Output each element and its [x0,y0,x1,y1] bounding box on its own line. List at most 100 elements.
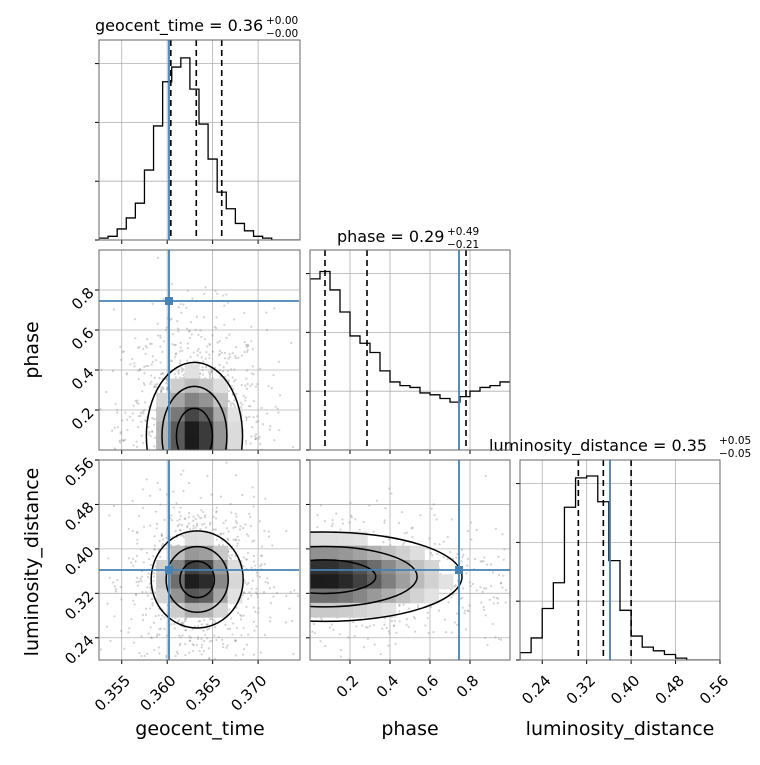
sample-phase_vs_geocent_time [148,431,151,434]
density-cell-luminosity_distance_vs_geocent_time [184,588,200,604]
sample-phase_vs_geocent_time [191,297,194,300]
sample-luminosity_distance_vs_phase [468,604,471,607]
sample-luminosity_distance_vs_geocent_time [141,591,144,594]
sample-luminosity_distance_vs_phase [260,560,262,562]
sample-luminosity_distance_vs_geocent_time [160,544,163,547]
sample-luminosity_distance_vs_geocent_time [200,637,203,641]
sample-luminosity_distance_vs_phase [464,628,468,631]
xtick-label-phase-1: 0.4 [373,672,403,702]
sample-phase_vs_geocent_time [153,423,156,426]
sample-phase_vs_geocent_time [232,318,236,321]
sample-luminosity_distance_vs_phase [503,548,506,551]
sample-luminosity_distance_vs_phase [285,607,287,609]
sample-luminosity_distance_vs_geocent_time [203,522,206,526]
sample-phase_vs_geocent_time [223,351,227,354]
sample-phase_vs_geocent_time [243,341,246,344]
sample-luminosity_distance_vs_geocent_time [210,493,213,496]
sample-phase_vs_geocent_time [136,346,140,349]
sample-luminosity_distance_vs_phase [247,542,249,544]
sample-phase_vs_geocent_time [229,402,232,405]
sample-luminosity_distance_vs_geocent_time [160,533,163,536]
sample-phase_vs_geocent_time [137,402,140,405]
sample-luminosity_distance_vs_phase [328,626,331,629]
sample-luminosity_distance_vs_phase [231,550,233,552]
sample-luminosity_distance_vs_geocent_time [235,515,238,518]
sample-phase_vs_geocent_time [161,350,164,354]
density-cell-phase_vs_geocent_time [199,421,214,437]
sample-luminosity_distance_vs_geocent_time [107,557,110,560]
sample-phase_vs_geocent_time [165,326,168,329]
sample-phase_vs_geocent_time [150,430,154,433]
sample-luminosity_distance_vs_phase [352,621,355,624]
sample-phase_vs_geocent_time [173,373,177,376]
sample-luminosity_distance_vs_phase [265,615,267,617]
sample-luminosity_distance_vs_geocent_time [251,486,254,489]
sample-luminosity_distance_vs_phase [265,542,267,544]
sample-luminosity_distance_vs_geocent_time [211,622,214,625]
sample-luminosity_distance_vs_geocent_time [219,533,222,536]
sample-phase_vs_geocent_time [181,368,184,371]
sample-luminosity_distance_vs_geocent_time [154,510,158,513]
sample-phase_vs_geocent_time [195,315,198,318]
sample-luminosity_distance_vs_geocent_time [195,643,198,647]
panel2d-luminosity_distance_vs_phase [231,474,570,660]
sample-luminosity_distance_vs_phase [331,519,334,522]
sample-phase_vs_geocent_time [221,370,225,373]
sample-phase_vs_geocent_time [259,442,262,445]
sample-luminosity_distance_vs_geocent_time [174,530,177,533]
sample-luminosity_distance_vs_geocent_time [136,584,140,587]
sample-luminosity_distance_vs_phase [291,587,293,589]
sample-luminosity_distance_vs_geocent_time [200,646,203,649]
sample-luminosity_distance_vs_phase [388,487,391,490]
sample-phase_vs_geocent_time [124,438,127,441]
density-cell-luminosity_distance_vs_phase [367,574,382,590]
sample-luminosity_distance_vs_phase [475,529,478,532]
sample-luminosity_distance_vs_geocent_time [256,595,259,598]
sample-luminosity_distance_vs_phase [387,644,390,647]
sample-phase_vs_geocent_time [196,354,199,357]
sample-luminosity_distance_vs_geocent_time [158,488,162,491]
sample-luminosity_distance_vs_geocent_time [176,525,179,528]
sample-luminosity_distance_vs_phase [297,556,299,558]
sample-luminosity_distance_vs_geocent_time [149,636,153,639]
xtick-label-geocent_time-2: 0.365 [182,672,225,715]
sample-luminosity_distance_vs_phase [270,536,272,538]
sample-phase_vs_geocent_time [226,373,230,376]
sample-luminosity_distance_vs_geocent_time [182,622,185,626]
sample-luminosity_distance_vs_geocent_time [158,555,162,558]
sample-phase_vs_geocent_time [251,347,254,351]
sample-phase_vs_geocent_time [174,353,177,356]
sample-luminosity_distance_vs_phase [394,642,397,645]
sample-luminosity_distance_vs_geocent_time [233,639,236,642]
ytick-label-luminosity_distance-1: 0.32 [61,587,97,623]
sample-luminosity_distance_vs_phase [387,538,391,541]
sample-phase_vs_geocent_time [164,328,167,332]
sample-phase_vs_geocent_time [121,350,124,354]
sample-phase_vs_geocent_time [233,403,236,406]
sample-phase_vs_geocent_time [216,292,219,295]
sample-luminosity_distance_vs_phase [568,573,570,575]
sample-phase_vs_geocent_time [155,359,158,362]
sample-phase_vs_geocent_time [131,419,134,422]
sample-luminosity_distance_vs_geocent_time [142,619,145,622]
sample-luminosity_distance_vs_phase [466,609,470,612]
sample-luminosity_distance_vs_geocent_time [170,519,174,522]
sample-phase_vs_geocent_time [111,429,114,432]
sample-luminosity_distance_vs_geocent_time [153,544,156,547]
sample-luminosity_distance_vs_geocent_time [249,525,252,528]
density-cell-luminosity_distance_vs_geocent_time [156,588,171,604]
sample-luminosity_distance_vs_phase [392,624,396,627]
sample-luminosity_distance_vs_geocent_time [149,494,152,497]
sample-luminosity_distance_vs_phase [402,543,405,546]
sample-luminosity_distance_vs_phase [466,564,469,567]
sample-luminosity_distance_vs_phase [514,591,516,593]
density-cell-phase_vs_geocent_time [156,392,171,408]
xtick-label-geocent_time-1: 0.360 [136,672,179,715]
sample-luminosity_distance_vs_geocent_time [242,614,245,617]
sample-phase_vs_geocent_time [122,439,125,442]
density-cell-luminosity_distance_vs_phase [310,531,325,547]
sample-luminosity_distance_vs_geocent_time [242,591,246,594]
sample-luminosity_distance_vs_geocent_time [145,551,148,555]
sample-luminosity_distance_vs_geocent_time [159,627,162,630]
sample-luminosity_distance_vs_geocent_time [224,519,227,522]
